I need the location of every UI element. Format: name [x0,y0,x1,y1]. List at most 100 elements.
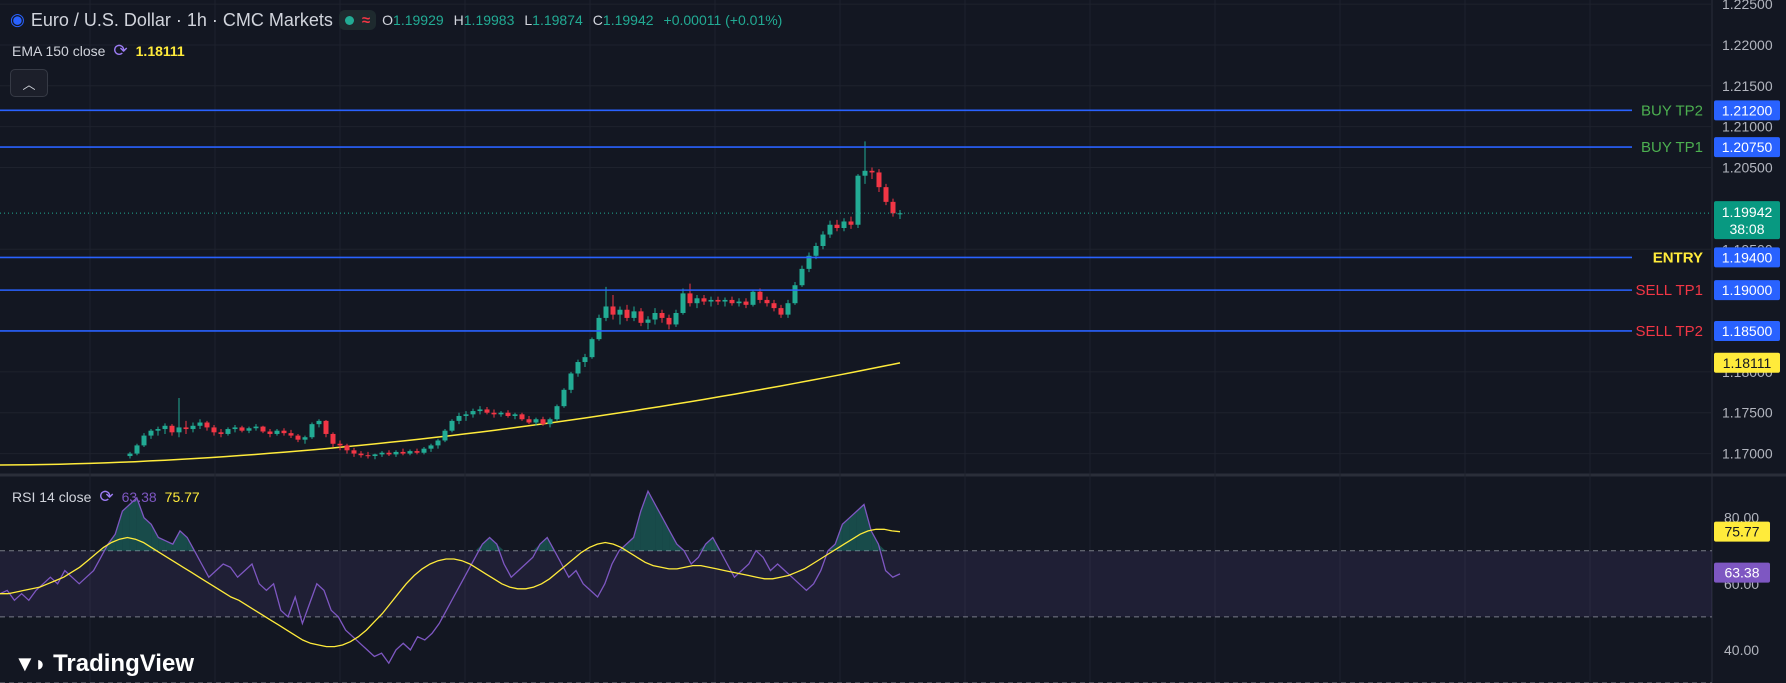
rsi-tag-text: 63.38 [1724,565,1759,581]
candle-body [617,309,623,315]
collapse-legend-button[interactable]: ︿ [10,69,48,97]
rsi-overbought-fill [532,544,540,551]
level-price-tag [1714,320,1780,341]
refresh-cycle-icon[interactable]: ⟳ [113,41,128,60]
rsi-overbought-fill [648,491,656,551]
ema-legend[interactable]: EMA 150 close ⟳ 1.18111 [12,41,185,61]
candle-body [253,426,259,429]
candle-body [134,445,140,454]
wave-icon: ≈ [361,11,371,29]
candle-body [498,412,504,415]
candle-body [883,187,889,202]
ema-label: EMA 150 close [12,43,106,59]
candle-body [379,452,385,455]
candle-body [841,221,847,229]
candle-body [694,298,700,304]
candle-body [232,427,238,430]
candle-body [533,419,539,423]
market-status-pill[interactable]: ≈ [338,10,377,30]
tradingview-logo[interactable]: ▼◗ TradingView [14,650,194,678]
last-price-text: 1.19942 [1722,204,1773,220]
ema-150-line [0,362,901,466]
candle-body [631,311,637,318]
candle-body [127,453,133,457]
candle-body [764,299,770,304]
candle-body [785,303,791,315]
candle-body [715,299,721,302]
candle-body [645,319,651,323]
candle-body [414,451,420,453]
candle-body [708,299,714,302]
candle-body [771,303,777,309]
rsi-overbought-fill [540,537,548,551]
candle-body [666,317,672,325]
candle-body [554,406,560,420]
candle-body [288,433,294,436]
candle-body [295,435,301,440]
candle-body [477,409,483,412]
candle-body [463,414,469,416]
candle-body [806,255,812,269]
candle-body [519,414,525,420]
rsi-overbought-fill [856,504,864,551]
level-price-text: 1.18500 [1722,323,1773,339]
rsi-value: 63.38 [121,489,157,505]
candle-body [876,172,882,188]
candle-body [442,430,448,441]
candle-body [337,443,343,446]
currency-flag-icon[interactable]: ◉ [10,10,25,29]
rsi-overbought-fill [698,544,706,551]
refresh-cycle-icon[interactable]: ⟳ [99,487,114,506]
candle-body [575,362,581,374]
rsi-label: RSI 14 close [12,489,92,505]
level-label: ENTRY [1653,249,1703,266]
candle-body [435,440,441,446]
close-value: 1.19942 [602,12,654,28]
rsi-overbought-fill [669,530,677,551]
candle-body [421,448,427,453]
candle-body [344,445,350,451]
level-label: SELL TP2 [1635,323,1703,340]
rsi-overbought-fill [122,504,130,551]
candle-body [561,389,567,407]
low-value: 1.19874 [532,12,583,28]
rsi-overbought-fill [129,497,137,551]
candle-body [869,170,875,173]
rsi-overbought-fill [864,504,872,551]
level-price-text: 1.21200 [1722,102,1773,118]
candle-body [799,268,805,286]
y-tick-label: 1.17500 [1722,405,1773,421]
countdown-text: 38:08 [1729,221,1764,237]
rsi-ma-tag-text: 75.77 [1724,524,1759,540]
candle-body [274,430,280,434]
rsi-overbought-fill [475,544,483,551]
candle-body [351,450,357,454]
candle-body [225,429,231,434]
candle-body [162,425,168,430]
candle-body [729,299,735,304]
candle-body [428,445,434,449]
chart-header: ◉ Euro / U.S. Dollar · 1h · CMC Markets … [10,8,782,32]
candle-body [659,313,665,318]
rsi-overbought-fill [489,537,497,551]
candle-body [400,451,406,454]
level-price-text: 1.20750 [1722,139,1773,155]
last-price-tag [1714,201,1780,240]
level-price-tag [1714,100,1780,121]
candle-body [568,373,574,390]
candle-body [267,431,273,434]
rsi-overbought-fill [849,511,857,551]
candle-body [834,224,840,229]
rsi-legend[interactable]: RSI 14 close ⟳ 63.38 75.77 [12,487,200,507]
y-tick-label: 1.17000 [1722,446,1773,462]
open-value: 1.19929 [393,12,444,28]
candle-body [778,308,784,315]
level-label: BUY TP2 [1641,102,1703,119]
candle-body [491,412,497,415]
candle-body [141,435,147,446]
symbol-title[interactable]: Euro / U.S. Dollar · 1h · CMC Markets [30,9,333,30]
rsi-tag [1714,562,1770,583]
candle-body [302,437,308,440]
candle-body [323,420,329,434]
